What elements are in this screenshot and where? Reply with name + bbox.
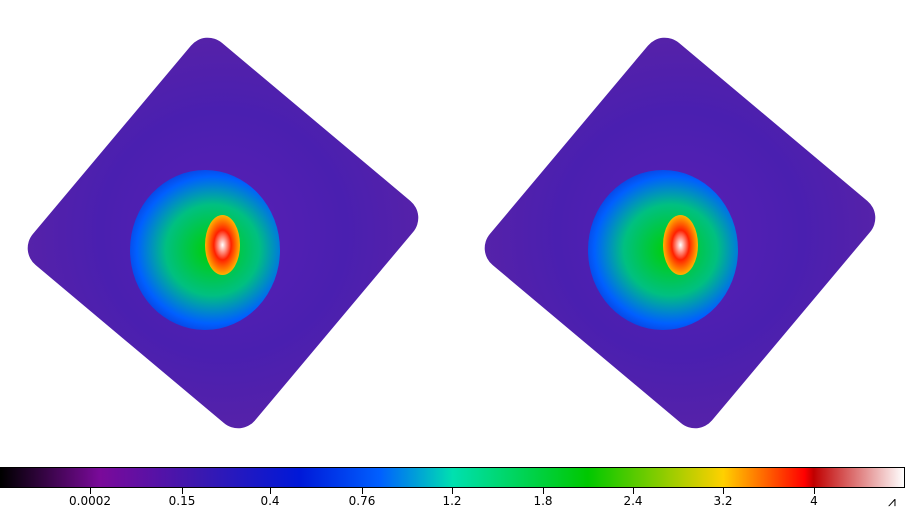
emission-peak <box>663 215 698 275</box>
colorbar-tick <box>90 488 91 494</box>
emission-peak <box>205 215 240 275</box>
colorbar-tick <box>543 488 544 494</box>
colorbar-tick <box>182 488 183 494</box>
colorbar-tick-label: 2.4 <box>623 494 643 508</box>
colorbar-tick <box>814 488 815 494</box>
colorbar-tick <box>723 488 724 494</box>
colorbar-tick-label: 0.0002 <box>69 494 111 508</box>
colorbar-tick <box>270 488 271 494</box>
colorbar-tick <box>362 488 363 494</box>
colorbar-tick-label: 0.76 <box>348 494 376 508</box>
colorbar-tick-label: 0.4 <box>260 494 280 508</box>
colorbar-tick-label: 3.2 <box>713 494 733 508</box>
colorbar-tick-label: 4 <box>810 494 818 508</box>
image-panel-right[interactable] <box>453 0 905 460</box>
colorbar-tick-label: 1.8 <box>533 494 553 508</box>
colorbar[interactable] <box>0 467 905 488</box>
colorbar-tick <box>452 488 453 494</box>
resize-grip-icon[interactable]: ⩘ <box>888 494 896 510</box>
colorbar-tick-label: 1.2 <box>442 494 462 508</box>
colorbar-tick <box>633 488 634 494</box>
colorbar-tick-label: 0.15 <box>168 494 196 508</box>
image-panel-left[interactable] <box>0 0 452 460</box>
